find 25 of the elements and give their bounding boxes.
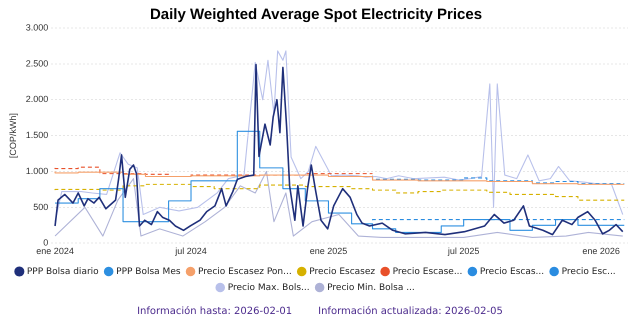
x-tick-label: jul 2025: [446, 246, 480, 256]
legend-label: Precio Esc...: [562, 266, 616, 277]
legend-label: Precio Escasez: [309, 266, 376, 277]
y-tick-label: 0: [43, 238, 48, 248]
legend-label: Precio Max. Bols...: [228, 282, 310, 293]
y-tick-label: 1.500: [26, 130, 48, 140]
y-tick-label: 3.000: [26, 22, 48, 32]
x-tick-label: ene 2024: [36, 246, 74, 256]
y-axis-title: [COP/kWh]: [8, 113, 18, 158]
x-tick-label: ene 2026: [582, 246, 620, 256]
legend-label: Precio Escasez Pon...: [198, 266, 292, 277]
text: Información hasta: 2026-02-01: [137, 306, 292, 317]
legend-label: PPP Bolsa Mes: [116, 266, 181, 277]
y-tick-label: 500: [33, 202, 48, 212]
legend-label: PPP Bolsa diario: [26, 266, 100, 277]
x-tick-label: ene 2025: [310, 246, 348, 256]
x-tick-label: jul 2024: [174, 246, 207, 256]
text: Información actualizada: 2026-02-05: [318, 306, 503, 317]
legend-label: Precio Escas...: [480, 266, 544, 277]
y-tick-label: 2.000: [26, 94, 48, 104]
legend-label: Precio Escase...: [392, 266, 462, 277]
y-tick-label: 1.000: [26, 166, 48, 176]
y-tick-label: 2.500: [26, 58, 48, 68]
legend-label: Precio Min. Bolsa ...: [327, 282, 415, 293]
chart-title: Daily Weighted Average Spot Electricity Prices: [150, 6, 482, 24]
